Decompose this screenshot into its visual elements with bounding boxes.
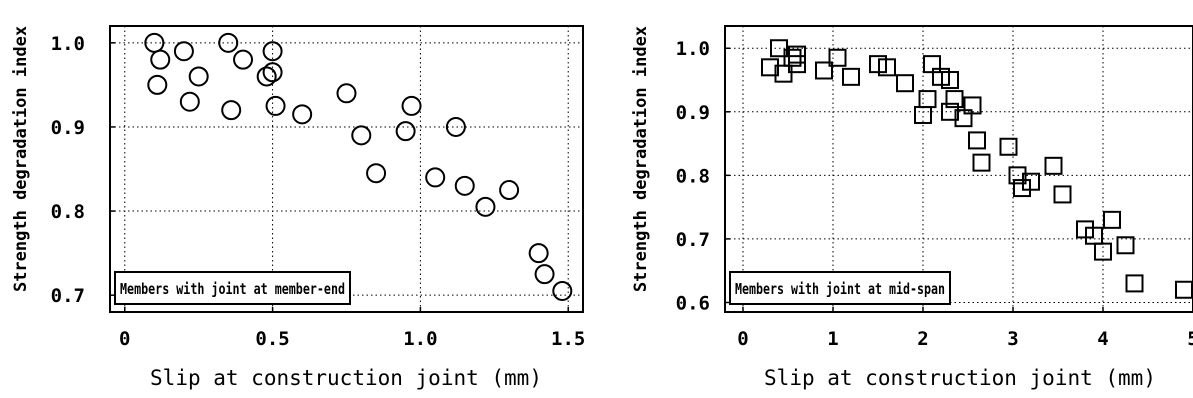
- legend-box: [114, 271, 351, 305]
- data-point: [262, 62, 283, 83]
- data-point: [788, 45, 806, 64]
- data-point: [534, 264, 555, 285]
- data-point: [552, 280, 573, 301]
- data-point: [788, 55, 806, 74]
- data-point: [425, 167, 446, 188]
- y-tick-label: 0.8: [676, 165, 710, 187]
- chart-member-end: 0 0.5 1.0 1.5 0.7 0.8 0.9 1.0 Strength degradati…: [11, 25, 585, 390]
- data-point: [221, 100, 242, 121]
- y-tick-label: 0.9: [51, 117, 85, 139]
- y-tick-label: 0.9: [676, 102, 710, 124]
- data-point: [528, 243, 549, 264]
- data-point: [999, 137, 1018, 156]
- data-point: [233, 49, 254, 70]
- data-point: [1053, 185, 1072, 204]
- data-point: [941, 102, 959, 121]
- data-point: [454, 175, 475, 196]
- data-point: [1175, 280, 1193, 299]
- x-tick-label: 3: [1007, 328, 1018, 350]
- data-point: [336, 83, 357, 104]
- legend-label: Members with joint at member-end: [120, 280, 345, 298]
- x-tick-label: 1.0: [403, 328, 437, 350]
- x-tick-label: 0: [737, 328, 748, 350]
- y-axis-title: Strength degradation index: [11, 26, 31, 292]
- data-point: [475, 196, 496, 217]
- chart-mid-span: 0 1 2 3 4 5 0.6 0.7 0.8 0.9 1.0 Strength degradatio…: [631, 25, 1193, 390]
- data-point: [499, 180, 520, 201]
- data-point: [351, 125, 372, 146]
- data-point: [262, 41, 283, 62]
- data-point: [1022, 172, 1040, 191]
- data-point: [1094, 242, 1112, 261]
- x-tick-label: 1: [827, 328, 838, 350]
- data-point: [972, 153, 991, 172]
- y-tick-label: 1.0: [51, 33, 85, 55]
- x-tick-label: 2: [917, 328, 928, 350]
- data-point: [1008, 166, 1027, 185]
- x-axis-title: Slip at construction joint (mm): [150, 366, 542, 390]
- data-point: [828, 48, 847, 67]
- data-point: [1116, 236, 1135, 255]
- data-point: [963, 96, 982, 115]
- data-point: [147, 74, 168, 95]
- data-point: [366, 163, 387, 184]
- data-point: [918, 90, 937, 109]
- data-point: [878, 58, 896, 77]
- y-tick-label: 0.6: [676, 292, 710, 314]
- data-point: [945, 90, 964, 109]
- plot-frame: [724, 25, 1193, 313]
- data-point: [783, 48, 802, 67]
- data-point: [1103, 210, 1121, 229]
- y-tick-label: 0.8: [51, 201, 85, 223]
- y-tick-label: 1.0: [676, 38, 710, 60]
- data-point: [968, 131, 986, 150]
- data-point: [1044, 156, 1063, 175]
- data-point: [1125, 274, 1144, 293]
- data-point: [761, 58, 779, 77]
- data-point: [218, 32, 239, 53]
- y-axis-title: Strength degradation index: [631, 26, 651, 292]
- data-point: [179, 91, 200, 112]
- x-axis-title: Slip at construction joint (mm): [764, 366, 1156, 390]
- legend-label: Members with joint at mid-span: [735, 280, 945, 298]
- x-tick-label: 5: [1187, 328, 1193, 350]
- x-tick-label: 0.5: [255, 328, 289, 350]
- data-point: [941, 71, 959, 90]
- x-tick-label: 0: [119, 328, 130, 350]
- data-point: [896, 74, 914, 93]
- data-point: [815, 61, 833, 80]
- data-point: [265, 95, 286, 116]
- data-point: [395, 121, 416, 142]
- data-point: [445, 116, 466, 137]
- y-tick-label: 0.7: [676, 229, 710, 251]
- x-tick-label: 4: [1097, 328, 1108, 350]
- x-tick-label: 1.5: [551, 328, 585, 350]
- legend-box: [729, 271, 951, 305]
- data-point: [188, 66, 209, 87]
- data-point: [173, 41, 194, 62]
- data-point: [150, 49, 171, 70]
- data-point: [770, 39, 788, 58]
- data-point: [401, 95, 422, 116]
- y-tick-label: 0.7: [51, 285, 85, 307]
- data-point: [256, 66, 277, 87]
- plot-frame: [109, 25, 584, 313]
- data-point: [842, 67, 860, 86]
- data-point: [292, 104, 313, 125]
